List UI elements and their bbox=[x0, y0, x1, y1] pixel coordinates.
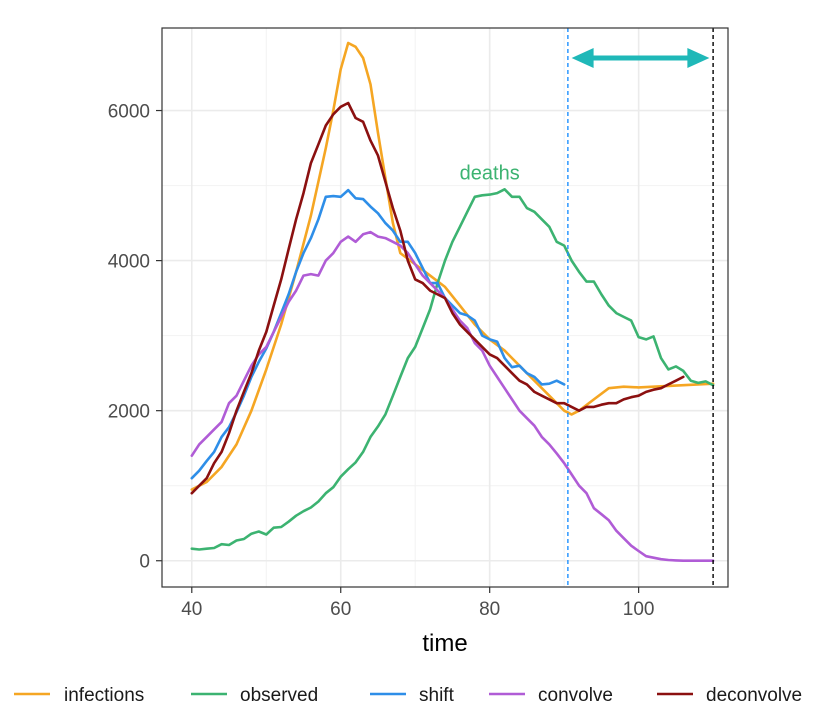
legend-label-infections: infections bbox=[64, 685, 144, 706]
legend-label-observed: observed bbox=[240, 685, 318, 706]
legend-label-deconvolve: deconvolve bbox=[706, 685, 802, 706]
minor-grid bbox=[162, 28, 728, 587]
x-axis-title: time bbox=[422, 630, 467, 657]
overlay-layer: deaths bbox=[460, 28, 714, 587]
plot-panel bbox=[162, 28, 728, 587]
y-tick-label: 6000 bbox=[108, 102, 150, 123]
x-tick-label: 60 bbox=[330, 599, 351, 620]
series-line-convolve bbox=[190, 230, 715, 563]
x-tick-label: 80 bbox=[479, 599, 500, 620]
y-tick-label: 0 bbox=[139, 552, 150, 573]
axis-layer: 40 60 80 100 0 2000 4000 6000 bbox=[108, 102, 655, 620]
plot-border bbox=[161, 27, 729, 588]
arrow-head-left bbox=[571, 48, 594, 69]
y-tick-label: 4000 bbox=[108, 252, 150, 273]
series-layer bbox=[190, 41, 715, 563]
annotation-label: deaths bbox=[460, 163, 520, 185]
y-tick-label: 2000 bbox=[108, 402, 150, 423]
legend-label-shift: shift bbox=[419, 685, 455, 706]
legend-label-convolve: convolve bbox=[538, 685, 613, 706]
legend: infections observed shift convolve deconvolv… bbox=[14, 685, 802, 706]
arrow-head-right bbox=[687, 48, 710, 69]
x-tick-label: 100 bbox=[623, 599, 655, 620]
series-line-shift bbox=[190, 188, 566, 480]
series-line-deconvolve bbox=[190, 101, 685, 495]
x-tick-label: 40 bbox=[181, 599, 202, 620]
series-line-observed bbox=[190, 188, 715, 551]
